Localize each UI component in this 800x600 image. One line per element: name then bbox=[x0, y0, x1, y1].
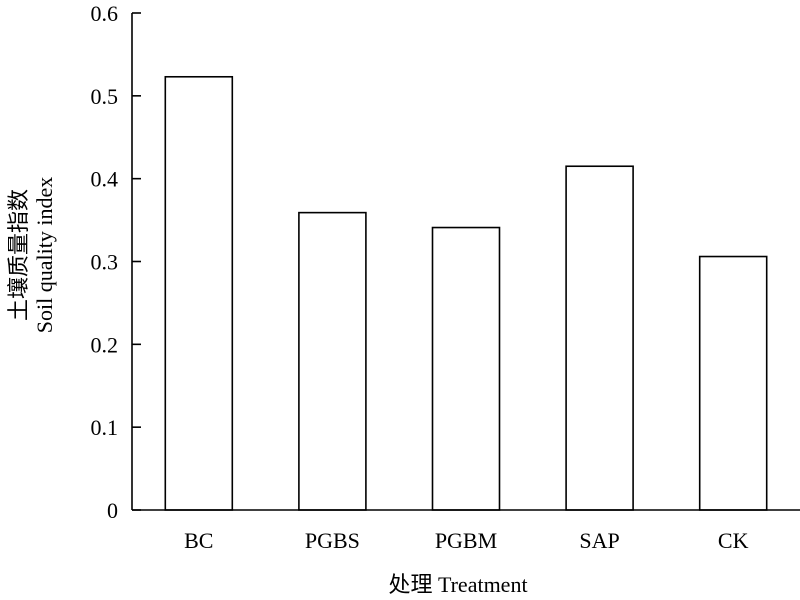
x-tick-label: SAP bbox=[579, 528, 619, 553]
y-axis-title: 土壤质量指数 Soil quality index bbox=[6, 177, 57, 333]
y-tick-label: 0.6 bbox=[91, 1, 119, 26]
x-tick-label: PGBM bbox=[435, 528, 497, 553]
x-axis-title: 处理 Treatment bbox=[388, 572, 527, 597]
y-axis-ticks: 0 0.1 0.2 0.3 0.4 0.5 0.6 bbox=[91, 1, 141, 523]
x-tick-label: PGBS bbox=[305, 528, 360, 553]
x-tick-label: BC bbox=[184, 528, 213, 553]
y-tick-label: 0.3 bbox=[91, 250, 119, 275]
bar-pgbs bbox=[298, 211, 367, 511]
bar-pgbm bbox=[431, 226, 501, 511]
y-axis-title-zh: 土壤质量指数 bbox=[6, 189, 31, 321]
y-axis-title-en: Soil quality index bbox=[32, 177, 57, 333]
y-tick-label: 0.4 bbox=[91, 167, 119, 192]
bar-sap bbox=[565, 165, 634, 511]
x-tick-label: CK bbox=[718, 528, 749, 553]
bars-group bbox=[164, 75, 768, 511]
bar-ck bbox=[698, 255, 768, 511]
y-tick-label: 0 bbox=[107, 498, 118, 523]
y-tick-label: 0.1 bbox=[91, 415, 119, 440]
y-tick-label: 0.2 bbox=[91, 332, 119, 357]
y-tick-label: 0.5 bbox=[91, 84, 119, 109]
x-axis-ticks: BC PGBS PGBM SAP CK bbox=[184, 528, 748, 553]
bar-bc bbox=[164, 75, 234, 511]
